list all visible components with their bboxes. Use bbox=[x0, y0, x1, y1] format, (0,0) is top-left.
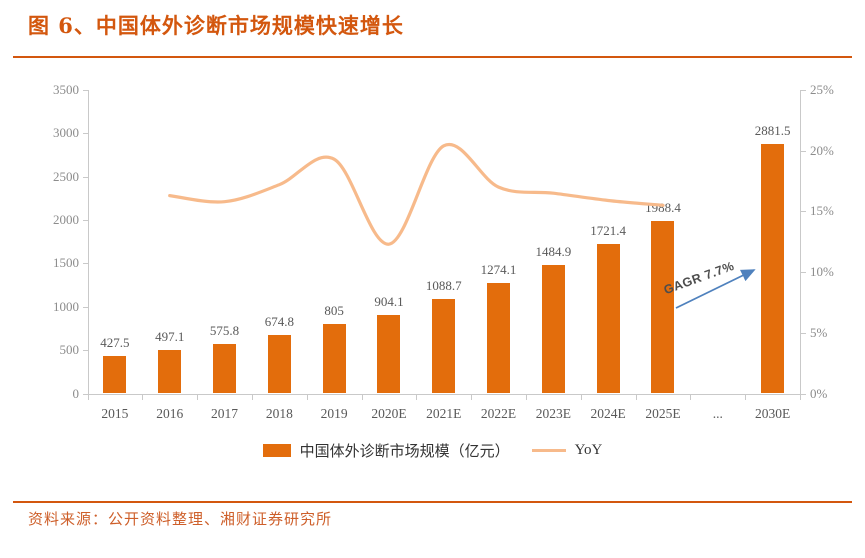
bar-value-label: 805 bbox=[324, 302, 344, 318]
source-text: 资料来源：公开资料整理、湘财证券研究所 bbox=[28, 512, 333, 528]
x-axis-tick bbox=[306, 394, 308, 400]
y-axis-left-tick-label: 0 bbox=[72, 385, 80, 401]
y-axis-left bbox=[87, 90, 89, 394]
bar-2016 bbox=[158, 350, 182, 394]
x-tick-label: 2030E bbox=[754, 406, 791, 421]
bar-value-label: 1088.7 bbox=[425, 278, 462, 294]
chart-legend: 中国体外诊断市场规模（亿元） YoY bbox=[0, 440, 865, 461]
bar-series-label: 中国体外诊断市场规模（亿元） bbox=[299, 444, 510, 460]
x-tick-label: 2025E bbox=[645, 406, 681, 421]
x-tick-label: 2017 bbox=[211, 406, 239, 421]
y-axis-right-tick-label: 20% bbox=[810, 142, 834, 158]
x-axis-tick bbox=[525, 394, 527, 400]
bar-value-label: 904.1 bbox=[374, 294, 404, 310]
x-axis-tick bbox=[800, 394, 801, 400]
footer-divider-rule bbox=[13, 501, 852, 503]
bar-2030E bbox=[761, 143, 785, 394]
x-tick-label: 2015 bbox=[101, 406, 129, 421]
x-axis bbox=[87, 393, 801, 395]
x-tick-label: 2022E bbox=[480, 406, 517, 421]
y-axis-left-tick bbox=[82, 263, 88, 265]
x-tick-label: 2023E bbox=[535, 406, 571, 421]
bar-2019 bbox=[322, 323, 346, 394]
y-axis-left-tick bbox=[82, 350, 88, 352]
bar-2017 bbox=[213, 343, 237, 394]
x-axis-tick bbox=[197, 394, 199, 400]
bar-2020E bbox=[377, 315, 401, 394]
bar-value-label: 1274.1 bbox=[480, 262, 517, 278]
y-axis-left-tick-label: 2000 bbox=[53, 212, 79, 228]
y-axis-right-tick bbox=[801, 332, 806, 334]
y-axis-right-tick bbox=[801, 150, 806, 152]
y-axis-right-tick bbox=[801, 393, 806, 395]
bar-value-label: 575.8 bbox=[209, 322, 240, 338]
x-tick-label: 2024E bbox=[590, 406, 626, 421]
x-tick-label: 2021E bbox=[426, 406, 462, 421]
y-axis-left-tick-label: 2500 bbox=[53, 168, 79, 184]
y-axis-left-tick-label: 1500 bbox=[53, 255, 79, 271]
x-axis-tick bbox=[745, 394, 747, 400]
x-axis-tick bbox=[471, 394, 473, 400]
y-axis-right-tick-label: 0% bbox=[810, 385, 828, 401]
bar-value-label: 2881.5 bbox=[754, 122, 791, 138]
bar-value-label: 497.1 bbox=[155, 329, 185, 345]
x-axis-tick bbox=[251, 394, 253, 400]
line-series-swatch bbox=[531, 449, 566, 452]
y-axis-left-tick bbox=[82, 393, 88, 395]
bar-series-swatch bbox=[262, 444, 291, 457]
x-tick-label: 2020E bbox=[371, 406, 407, 421]
x-tick-label: 2018 bbox=[265, 406, 293, 421]
y-axis-right-tick-label: 10% bbox=[810, 264, 834, 280]
y-axis-right-tick-label: 5% bbox=[810, 324, 828, 340]
bar-value-label: 1988.4 bbox=[645, 200, 681, 216]
y-axis-right-tick-label: 15% bbox=[810, 203, 834, 219]
y-axis-left-tick bbox=[82, 90, 88, 91]
y-axis-right-tick-label: 25% bbox=[810, 82, 834, 97]
y-axis-left-tick bbox=[82, 306, 88, 308]
x-tick-label: 2019 bbox=[320, 406, 348, 421]
bar-2021E bbox=[432, 299, 456, 394]
x-axis-tick bbox=[690, 394, 692, 400]
y-axis-right-tick bbox=[801, 272, 806, 274]
y-axis-left-tick bbox=[82, 176, 88, 178]
bar-value-label: 427.5 bbox=[100, 335, 130, 351]
x-axis-tick bbox=[142, 394, 144, 400]
y-axis-left-tick-label: 1000 bbox=[53, 298, 79, 314]
bar-value-label: 1484.9 bbox=[535, 243, 572, 259]
bar-2022E bbox=[487, 283, 511, 394]
y-axis-left-tick-label: 3000 bbox=[53, 125, 79, 141]
x-axis-tick bbox=[635, 394, 637, 400]
x-tick-label: ... bbox=[712, 406, 723, 421]
y-axis-left-tick-label: 3500 bbox=[53, 82, 79, 97]
y-axis-left-tick-label: 500 bbox=[59, 342, 80, 358]
figure-title: 图 6、中国体外诊断市场规模快速增长 bbox=[28, 13, 404, 38]
y-axis-right bbox=[800, 90, 801, 394]
y-axis-right-tick bbox=[801, 90, 806, 91]
x-axis-tick bbox=[580, 394, 582, 400]
bar-2015 bbox=[103, 356, 127, 394]
x-axis-tick bbox=[87, 394, 89, 400]
x-axis-tick bbox=[416, 394, 418, 400]
bar-2024E bbox=[596, 244, 620, 394]
line-series-label: YoY bbox=[574, 442, 603, 458]
bar-2023E bbox=[541, 264, 565, 394]
y-axis-left-tick bbox=[82, 220, 88, 222]
y-axis-right-tick bbox=[801, 211, 806, 213]
title-divider-rule bbox=[13, 56, 852, 58]
y-axis-left-tick bbox=[82, 133, 88, 135]
bar-2025E bbox=[651, 221, 675, 394]
x-axis-tick bbox=[361, 394, 363, 400]
bar-value-label: 1721.4 bbox=[590, 223, 627, 239]
bar-value-label: 674.8 bbox=[264, 313, 294, 329]
x-tick-label: 2016 bbox=[156, 406, 184, 421]
bar-2018 bbox=[267, 334, 291, 394]
